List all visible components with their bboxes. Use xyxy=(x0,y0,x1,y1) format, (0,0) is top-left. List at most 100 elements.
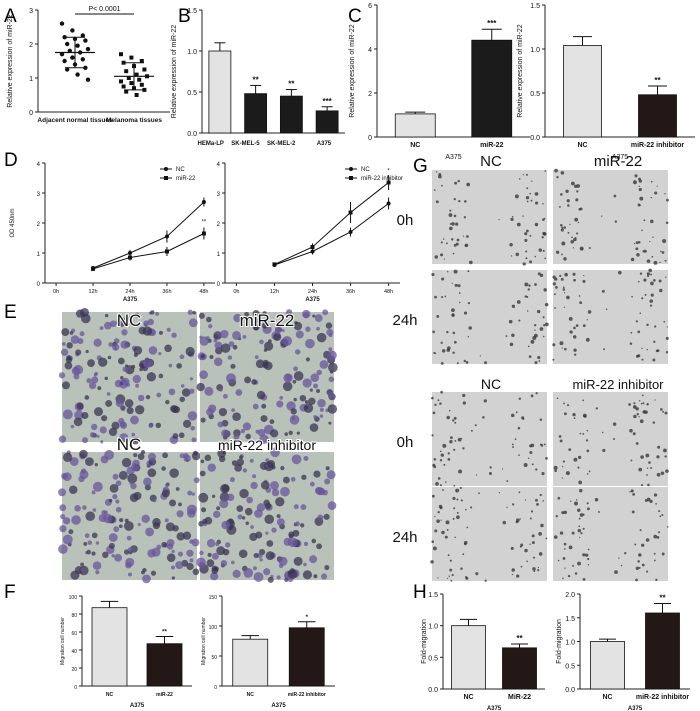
cell xyxy=(653,559,656,562)
cell xyxy=(457,437,462,442)
cell xyxy=(180,384,185,388)
y-tick-label: 150 xyxy=(209,595,218,601)
x-tick-label: A375 xyxy=(317,141,332,147)
legend-marker xyxy=(164,176,168,180)
cell xyxy=(162,452,169,459)
cell xyxy=(175,561,184,570)
cell xyxy=(222,484,230,492)
cell xyxy=(658,531,661,534)
cell xyxy=(631,295,633,298)
cell xyxy=(158,330,163,335)
cell xyxy=(525,229,529,233)
cell xyxy=(319,414,324,418)
cell xyxy=(564,272,568,277)
cell xyxy=(572,272,576,276)
cell xyxy=(559,439,563,443)
data-point xyxy=(310,245,315,249)
data-point xyxy=(386,201,391,206)
cell xyxy=(198,312,205,319)
cell xyxy=(532,567,536,571)
data-point xyxy=(83,38,88,43)
scratch-image xyxy=(432,170,547,266)
cell xyxy=(61,472,68,480)
scratch-image xyxy=(553,168,669,265)
data-point xyxy=(62,58,67,64)
cell xyxy=(574,236,577,239)
cell xyxy=(111,421,120,430)
cell xyxy=(84,533,90,538)
cell xyxy=(663,320,666,323)
cell xyxy=(467,301,471,305)
data-point xyxy=(134,72,139,77)
cell xyxy=(231,460,238,466)
cell xyxy=(662,239,667,244)
cell xyxy=(115,506,122,513)
cell xyxy=(565,189,569,193)
y-tick-label: 20 xyxy=(71,667,77,673)
y-axis-label: Relative expression of miR-22 xyxy=(7,14,14,107)
cell xyxy=(74,410,84,420)
cell xyxy=(142,326,153,336)
cell xyxy=(468,326,472,330)
x-tick-label: Adjacent normal tissues xyxy=(37,117,113,124)
cell xyxy=(93,407,104,417)
cell xyxy=(576,232,579,235)
cell xyxy=(559,274,562,277)
x-tick-label: 12h xyxy=(88,289,97,295)
cell xyxy=(62,452,73,463)
cell xyxy=(313,415,318,419)
cell xyxy=(633,402,636,405)
cell xyxy=(68,529,74,535)
cell xyxy=(240,428,246,434)
cell xyxy=(141,514,150,523)
cell xyxy=(632,492,636,496)
data-point xyxy=(128,255,132,260)
cell xyxy=(525,250,528,253)
cell xyxy=(654,325,657,328)
cell xyxy=(233,313,242,323)
cell xyxy=(152,518,161,527)
cell xyxy=(440,390,443,394)
cell xyxy=(86,377,92,384)
cell xyxy=(276,400,284,408)
cell xyxy=(601,215,603,217)
cell xyxy=(448,409,451,412)
cell xyxy=(645,453,650,458)
cell xyxy=(164,344,172,353)
microscopy-images: NC miR-22 NC miR-22 inhibitor NC miR-22 NC miR-… xyxy=(58,153,669,584)
bar xyxy=(244,93,268,134)
cell xyxy=(453,484,456,487)
cell xyxy=(238,549,248,559)
cell xyxy=(165,522,175,532)
transwell-image xyxy=(58,449,201,584)
cell xyxy=(526,187,529,190)
cell xyxy=(108,342,113,347)
cell xyxy=(582,553,586,557)
cell xyxy=(185,346,195,357)
cell xyxy=(302,378,312,388)
cell xyxy=(648,461,651,464)
cell xyxy=(264,502,272,510)
cell xyxy=(442,489,444,491)
x-tick-label: 36h xyxy=(162,289,171,295)
cell xyxy=(662,410,665,413)
cell xyxy=(232,330,241,340)
cell xyxy=(563,510,568,515)
cell xyxy=(293,397,297,402)
y-tick-label: 0 xyxy=(368,135,372,142)
image-label-mir22-inhibitor: miR-22 inhibitor xyxy=(218,437,316,453)
cell xyxy=(211,565,218,572)
cell xyxy=(112,343,120,351)
cell xyxy=(543,288,547,292)
cell xyxy=(102,551,109,559)
data-point xyxy=(124,89,129,94)
y-axis-label: Migration cell number xyxy=(201,617,207,665)
cell xyxy=(450,579,453,582)
cell xyxy=(587,310,592,314)
cell xyxy=(255,359,265,369)
cell xyxy=(454,439,457,442)
cell xyxy=(577,221,580,224)
cell xyxy=(586,429,589,432)
cell xyxy=(652,358,656,362)
cell xyxy=(431,396,434,400)
